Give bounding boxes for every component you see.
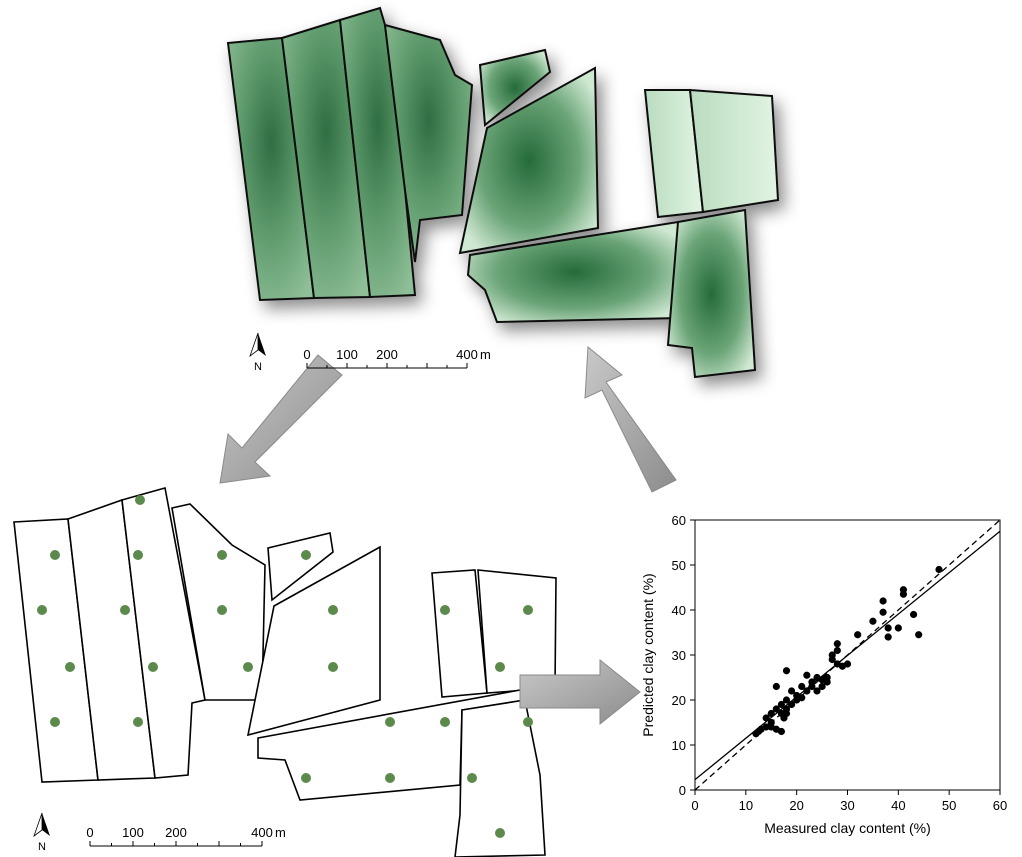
point [824,674,831,681]
north-label: N [38,841,46,853]
point [895,624,902,631]
sample-point [301,550,311,560]
point [910,611,917,618]
x-tick-label: 10 [739,798,753,813]
scale-label: 400 [251,825,273,840]
point [869,618,876,625]
sample-point [148,662,158,672]
north-icon [42,813,50,836]
x-tick-label: 40 [891,798,905,813]
sample-point [133,550,143,560]
point [783,667,790,674]
scale-label: 200 [165,825,187,840]
field [690,90,778,212]
point [879,609,886,616]
point [900,591,907,598]
sample-point [523,605,533,615]
scale-label: 400 [456,347,478,362]
sample-point [328,605,338,615]
scale-label: 0 [303,347,310,362]
scatter-chart: 0 10 20 30 40 50 60 0 10 20 30 40 50 60 Measured clay … [640,513,1007,836]
sample-point [440,717,450,727]
scale-label: 200 [376,347,398,362]
point [935,566,942,573]
sample-point [217,550,227,560]
sample-point [120,605,130,615]
point [879,597,886,604]
sample-point [217,605,227,615]
point [778,728,785,735]
arrow [220,355,342,483]
scale-unit: m [480,347,491,362]
sample-point [385,773,395,783]
sample-point [328,662,338,672]
x-tick-label: 30 [840,798,854,813]
sample-point [243,662,253,672]
y-tick-label: 0 [679,783,686,798]
point [798,694,805,701]
field [460,68,598,253]
sample-point [495,662,505,672]
sample-point [37,605,47,615]
point [803,672,810,679]
y-tick-label: 50 [672,558,686,573]
scale-unit: m [275,825,286,840]
x-tick-label: 60 [993,798,1007,813]
sample-point [135,495,145,505]
point [834,647,841,654]
sample-point [50,550,60,560]
sample-point [50,717,60,727]
sample-point [133,717,143,727]
x-axis-title: Measured clay content (%) [764,820,931,836]
point [783,710,790,717]
y-tick-label: 60 [672,513,686,528]
y-tick-label: 20 [672,693,686,708]
north-icon [258,333,266,356]
sample-point [385,717,395,727]
arrow [585,347,676,492]
scale-label: 0 [86,825,93,840]
sample-point [301,773,311,783]
point [773,683,780,690]
north-label: N [254,361,262,373]
north-icon [34,813,42,836]
top-map [228,8,778,377]
point [844,660,851,667]
x-tick-label: 0 [691,798,698,813]
sample-point [467,773,477,783]
y-tick-label: 10 [672,738,686,753]
point [854,631,861,638]
figure: N N 0 10 20 30 40 50 60 0 10 20 30 40 50 60 Measured c… [0,0,1022,857]
point [885,624,892,631]
field [668,210,755,377]
point [915,631,922,638]
point [834,640,841,647]
sample-point [495,828,505,838]
y-tick-label: 30 [672,648,686,663]
north-icon [250,333,258,356]
x-tick-label: 50 [942,798,956,813]
sample-point [523,717,533,727]
scale-label: 100 [122,825,144,840]
bottom-map [14,488,556,857]
x-tick-label: 20 [789,798,803,813]
scale-label: 100 [336,347,358,362]
point [885,633,892,640]
sample-point [440,605,450,615]
y-tick-label: 40 [672,603,686,618]
y-axis-title: Predicted clay content (%) [640,573,656,736]
field [248,547,380,735]
sample-point [65,662,75,672]
